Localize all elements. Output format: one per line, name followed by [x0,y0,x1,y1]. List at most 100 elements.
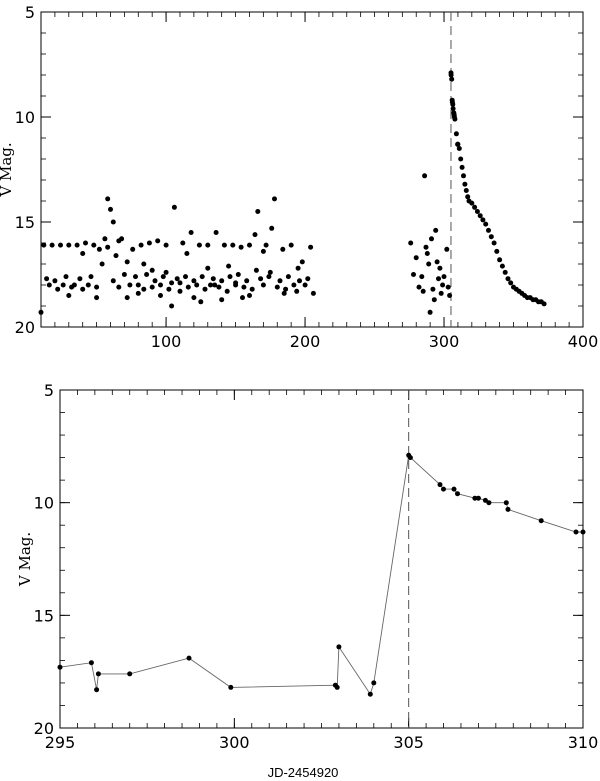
data-point [422,173,428,179]
data-point [247,242,252,248]
data-point [429,236,434,242]
data-point [305,276,311,282]
data-point [494,248,500,254]
y-tick-label: 15 [34,606,54,625]
data-point [186,655,192,661]
data-point [420,288,426,294]
y-tick-label: 20 [15,318,35,337]
y-tick-label: 10 [34,494,54,513]
data-point [456,146,462,151]
data-point [141,261,147,267]
data-point [221,242,227,248]
x-tick-label: 310 [568,733,599,752]
data-point [169,280,175,286]
data-point [469,200,475,206]
data-point [411,272,416,277]
data-point [58,242,63,248]
data-point [94,687,100,693]
data-point [447,293,453,298]
x-tick-label: 200 [290,332,321,351]
data-point [146,240,152,246]
data-point [155,238,161,244]
data-point [202,286,208,292]
x-tick-label: 400 [568,332,599,351]
data-point [94,295,100,301]
data-point [230,242,236,248]
data-point [448,72,454,78]
top-panel-full-light-curve: 100 200 300 400 5 10 15 20 V Mag. [0,3,598,351]
data-point [216,284,222,290]
data-point [458,156,464,162]
data-point [238,244,244,250]
data-point [416,284,422,290]
data-point [371,680,377,686]
data-point [413,255,419,261]
data-point [233,280,239,286]
data-point [336,644,342,650]
data-point [453,131,459,137]
data-point [66,242,72,248]
data-point [503,500,509,506]
data-point [280,246,286,252]
data-point [486,500,492,506]
data-point [253,267,259,273]
data-point [455,491,460,497]
data-point [160,274,166,280]
data-point [85,282,91,288]
data-point [228,684,234,690]
y-axis-label: V Mag. [0,142,15,197]
data-point [367,691,373,697]
data-point [88,274,94,280]
data-point [461,173,466,179]
data-point [191,295,197,301]
data-point [497,257,503,263]
data-point [41,242,47,248]
data-point [249,286,255,292]
data-point [74,242,80,248]
data-point [244,278,250,284]
data-point [295,265,301,271]
data-point [438,290,444,296]
data-point [573,529,579,535]
data-point [121,272,127,277]
data-point [260,248,266,254]
data-point [437,482,443,488]
data-point [502,269,508,275]
data-point [455,141,461,147]
data-point [480,217,486,223]
data-point [277,278,283,284]
data-point [488,234,494,240]
data-point [258,276,264,282]
data-point [102,236,108,242]
data-point [88,660,94,666]
y-axis-label: V Mag. [16,532,34,587]
data-point [541,301,547,307]
data-point [116,284,122,290]
data-point [138,242,144,248]
data-point [474,209,480,214]
data-point [171,204,177,210]
x-tick-label: 295 [45,733,76,752]
plot-frame [59,389,584,729]
data-point [580,529,586,535]
data-point [141,286,147,292]
data-point [83,240,88,246]
data-point [219,278,225,284]
data-point [205,265,211,271]
data-point [110,278,116,284]
x-tick-label: 300 [429,332,460,351]
data-point [472,204,478,210]
data-point [302,282,308,288]
data-point [174,276,180,282]
data-point [185,284,191,290]
data-point [281,290,287,296]
data-point [116,238,122,244]
y-tick-label: 5 [44,381,54,400]
data-point [38,309,44,315]
data-point [252,232,258,238]
data-point [213,230,219,235]
data-point [334,684,340,690]
data-point [49,242,55,248]
data-point [269,225,275,231]
data-point [291,282,297,288]
